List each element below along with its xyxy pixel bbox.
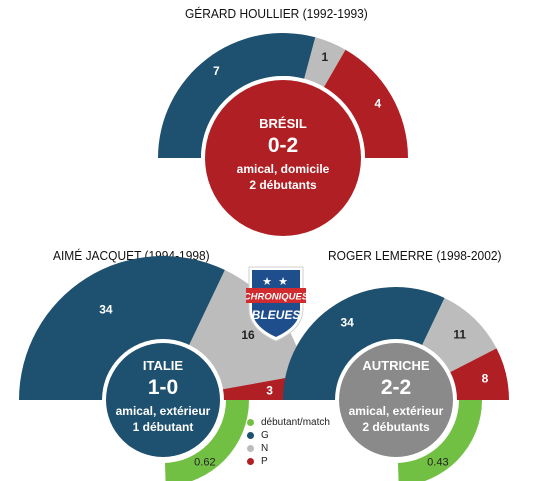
legend-label: N (261, 443, 269, 454)
segment-g (19, 255, 225, 400)
center-disk (205, 80, 361, 236)
segment-label: 4 (374, 96, 381, 110)
legend: débutant/match G N P (247, 416, 330, 468)
segment-label: 11 (453, 327, 466, 341)
center-context: amical, extérieur (116, 404, 211, 418)
legend-label: débutant/match (261, 417, 330, 428)
center-score: 2-2 (381, 376, 411, 399)
rate-label: 0.43 (427, 457, 448, 469)
center-debutants: 2 débutants (249, 178, 317, 192)
segment-p (324, 49, 408, 158)
segment-label: 34 (340, 316, 354, 330)
segment-label: 34 (99, 303, 113, 317)
rate-label: 0.62 (194, 457, 215, 469)
svg-text:★: ★ (262, 275, 272, 288)
chart-title-lemerre: ROGER LEMERRE (1998-2002) (328, 248, 502, 263)
legend-item-g: G (247, 429, 330, 442)
legend-swatch (247, 432, 254, 439)
segment-p (447, 348, 509, 400)
segment-label: 3 (266, 383, 273, 397)
segment-n (304, 37, 346, 87)
center-score: 1-0 (148, 376, 178, 399)
segment-n (420, 297, 497, 374)
segment-g (158, 32, 316, 158)
brand-line1: CHRONIQUES (246, 292, 306, 303)
center-score: 0-2 (268, 134, 298, 157)
segment-label: 8 (482, 372, 489, 386)
segment-label: 16 (241, 328, 255, 342)
legend-label: P (261, 456, 268, 467)
legend-swatch (247, 458, 254, 465)
svg-text:★: ★ (278, 275, 288, 288)
legend-item-p: P (247, 455, 330, 468)
rate-arc (397, 400, 482, 481)
rate-arc (164, 400, 249, 481)
center-disk (339, 343, 453, 457)
legend-swatch (247, 419, 254, 426)
segment-label: 1 (322, 50, 329, 64)
segment-n (187, 269, 305, 390)
center-opponent: BRÉSIL (259, 116, 307, 131)
center-disk (106, 343, 220, 457)
segment-g (283, 286, 445, 400)
chroniques-bleues-logo: ★ ★ CHRONIQUES BLEUES (244, 263, 309, 343)
shield-icon: ★ ★ CHRONIQUES BLEUES (244, 266, 309, 342)
center-context: amical, domicile (237, 162, 330, 176)
legend-item-debutant: débutant/match (247, 416, 330, 429)
center-debutants: 1 débutant (133, 420, 194, 434)
center-opponent: ITALIE (143, 358, 184, 373)
legend-label: G (261, 430, 269, 441)
brand-line2: BLEUES (252, 308, 301, 322)
legend-item-n: N (247, 442, 330, 455)
legend-swatch (247, 445, 254, 452)
segment-label: 7 (213, 64, 220, 78)
center-context: amical, extérieur (349, 404, 444, 418)
center-opponent: AUTRICHE (362, 358, 429, 373)
chart-title-houllier: GÉRARD HOULLIER (1992-1993) (185, 6, 368, 21)
center-debutants: 2 débutants (362, 420, 430, 434)
